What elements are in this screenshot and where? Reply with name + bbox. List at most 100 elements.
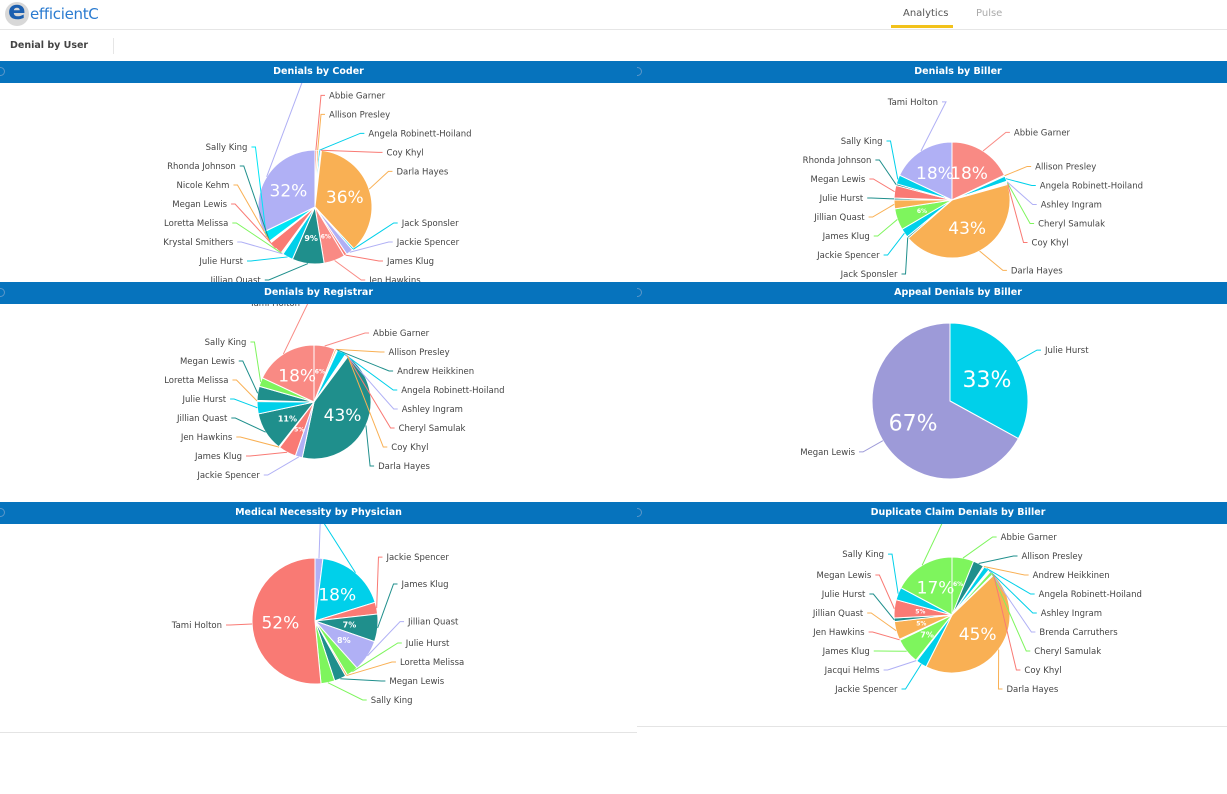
label-connector (341, 351, 398, 391)
gear-icon[interactable] (0, 508, 5, 517)
slice-name-label: Jack Sponsler (840, 270, 898, 280)
label-connector (989, 570, 1036, 633)
pie-slice[interactable] (871, 322, 1020, 480)
label-connector (986, 568, 1035, 595)
pie-chart: 33% 67% Julie Hurst Megan Lewis (800, 322, 1089, 480)
label-connector (319, 132, 365, 151)
slice-name-label: Julie Hurst (182, 395, 227, 405)
slice-name-label: Rhonda Johnson (803, 156, 872, 166)
label-connector (868, 203, 895, 218)
label-connector (246, 451, 288, 457)
logo[interactable]: efficientC (5, 0, 99, 26)
label-connector (365, 425, 375, 467)
slice-name-label: Jack Sponsler (401, 219, 459, 229)
slice-percent-label: 43% (948, 219, 986, 239)
pie-slice[interactable] (907, 183, 1011, 259)
gear-icon[interactable] (0, 67, 5, 76)
label-connector (226, 623, 253, 626)
pie-slice[interactable] (314, 149, 373, 250)
chart-title: Denials by Biller (637, 61, 1227, 83)
label-connector (997, 649, 1003, 690)
pie-slice[interactable] (951, 141, 1006, 201)
pie-slice[interactable] (898, 141, 953, 201)
slice-name-label: Jillian Quast (176, 414, 228, 424)
pie-slice[interactable] (301, 355, 372, 460)
slice-name-label: Angela Robinett-Hoiland (1040, 181, 1143, 191)
gear-icon[interactable] (637, 67, 642, 76)
slice-name-label: Jacqui Helms (824, 666, 880, 676)
slice-name-label: Sally King (371, 696, 413, 706)
label-connector (352, 222, 398, 250)
pie-slice[interactable] (314, 557, 376, 622)
label-connector (993, 574, 1021, 671)
label-connector (233, 184, 271, 243)
slice-name-label: Jillian Quast (812, 609, 864, 619)
gear-icon[interactable] (637, 508, 642, 517)
label-connector (962, 536, 997, 559)
slice-name-label: James Klug (401, 580, 449, 590)
slice-name-label: Loretta Melissa (400, 658, 464, 668)
tab-analytics[interactable]: Analytics (903, 8, 949, 19)
slice-name-label: Angela Robinett-Hoiland (1039, 590, 1142, 600)
slice-name-label: Abbie Garner (1001, 533, 1058, 543)
gear-icon[interactable] (637, 288, 642, 297)
label-connector (1007, 183, 1028, 243)
slice-name-label: Ashley Ingram (1041, 200, 1102, 210)
label-connector (345, 254, 383, 262)
slice-percent-label: 6% (315, 368, 325, 375)
pie-slice[interactable] (257, 149, 316, 233)
label-connector (883, 660, 917, 671)
chart-title: Denials by Registrar (0, 282, 637, 304)
slice-name-label: Jen Hawkins (812, 628, 865, 638)
label-connector (349, 241, 393, 253)
label-connector (315, 94, 325, 151)
label-connector (979, 250, 1007, 271)
chart-title: Denials by Coder (0, 61, 637, 83)
slice-name-label: Darla Hayes (329, 524, 381, 525)
label-connector (317, 113, 325, 151)
label-connector (367, 621, 405, 657)
slice-name-label: Angela Robinett-Hoiland (401, 386, 504, 396)
slice-name-label: Julie Hurst (405, 639, 450, 649)
slice-name-label: Jillian Quast (209, 276, 261, 282)
chart-panel: Duplicate Claim Denials by Biller 6% 45% 7%… (637, 502, 1227, 727)
label-connector (875, 574, 895, 609)
slice-name-label: Brenda Carruthers (1039, 628, 1118, 638)
slice-name-label: Tami Holton (887, 98, 938, 108)
slice-percent-label: 6% (953, 581, 963, 588)
label-connector (875, 159, 897, 185)
chart-panel: Medical Necessity by Physician 18% 7% 8% 52%… (0, 502, 637, 733)
slice-name-label: Megan Lewis (817, 571, 872, 581)
slice-name-label: Jackie Spencer (196, 471, 260, 481)
slice-name-label: Jackie Spencer (385, 553, 449, 563)
gear-icon[interactable] (0, 288, 5, 297)
label-connector (347, 355, 388, 448)
label-connector (335, 348, 385, 353)
slice-name-label: Julie Hurst (1044, 346, 1089, 356)
label-connector (1005, 178, 1036, 186)
slice-percent-label: 7% (343, 621, 357, 630)
slice-percent-label: 6% (917, 208, 927, 215)
slice-name-label: Sally King (841, 137, 883, 147)
pie-chart: 6% 43% 5% 11% 18% Abbie Garner Allison Presley… (164, 304, 504, 481)
slice-name-label: Loretta Melissa (164, 376, 228, 386)
tab-pulse[interactable]: Pulse (976, 8, 1003, 19)
label-connector (873, 219, 898, 237)
slice-percent-label: 36% (326, 188, 364, 208)
label-connector (346, 661, 396, 677)
slice-name-label: Jillian Quast (813, 213, 865, 223)
label-connector (368, 170, 393, 190)
slice-name-label: James Klug (822, 232, 870, 242)
slice-name-label: Coy Khyl (1032, 238, 1069, 248)
slice-name-label: Darla Hayes (378, 462, 430, 472)
label-connector (282, 304, 309, 355)
slice-name-label: Angela Robinett-Hoiland (368, 129, 471, 139)
label-connector (232, 379, 258, 402)
label-connector (320, 149, 383, 153)
slice-percent-label: 18% (278, 366, 316, 386)
pie-slice[interactable] (925, 574, 1011, 674)
pie-slice[interactable] (261, 344, 315, 403)
pie-slice[interactable] (251, 557, 322, 685)
label-connector (982, 131, 1010, 152)
label-connector (251, 146, 267, 237)
